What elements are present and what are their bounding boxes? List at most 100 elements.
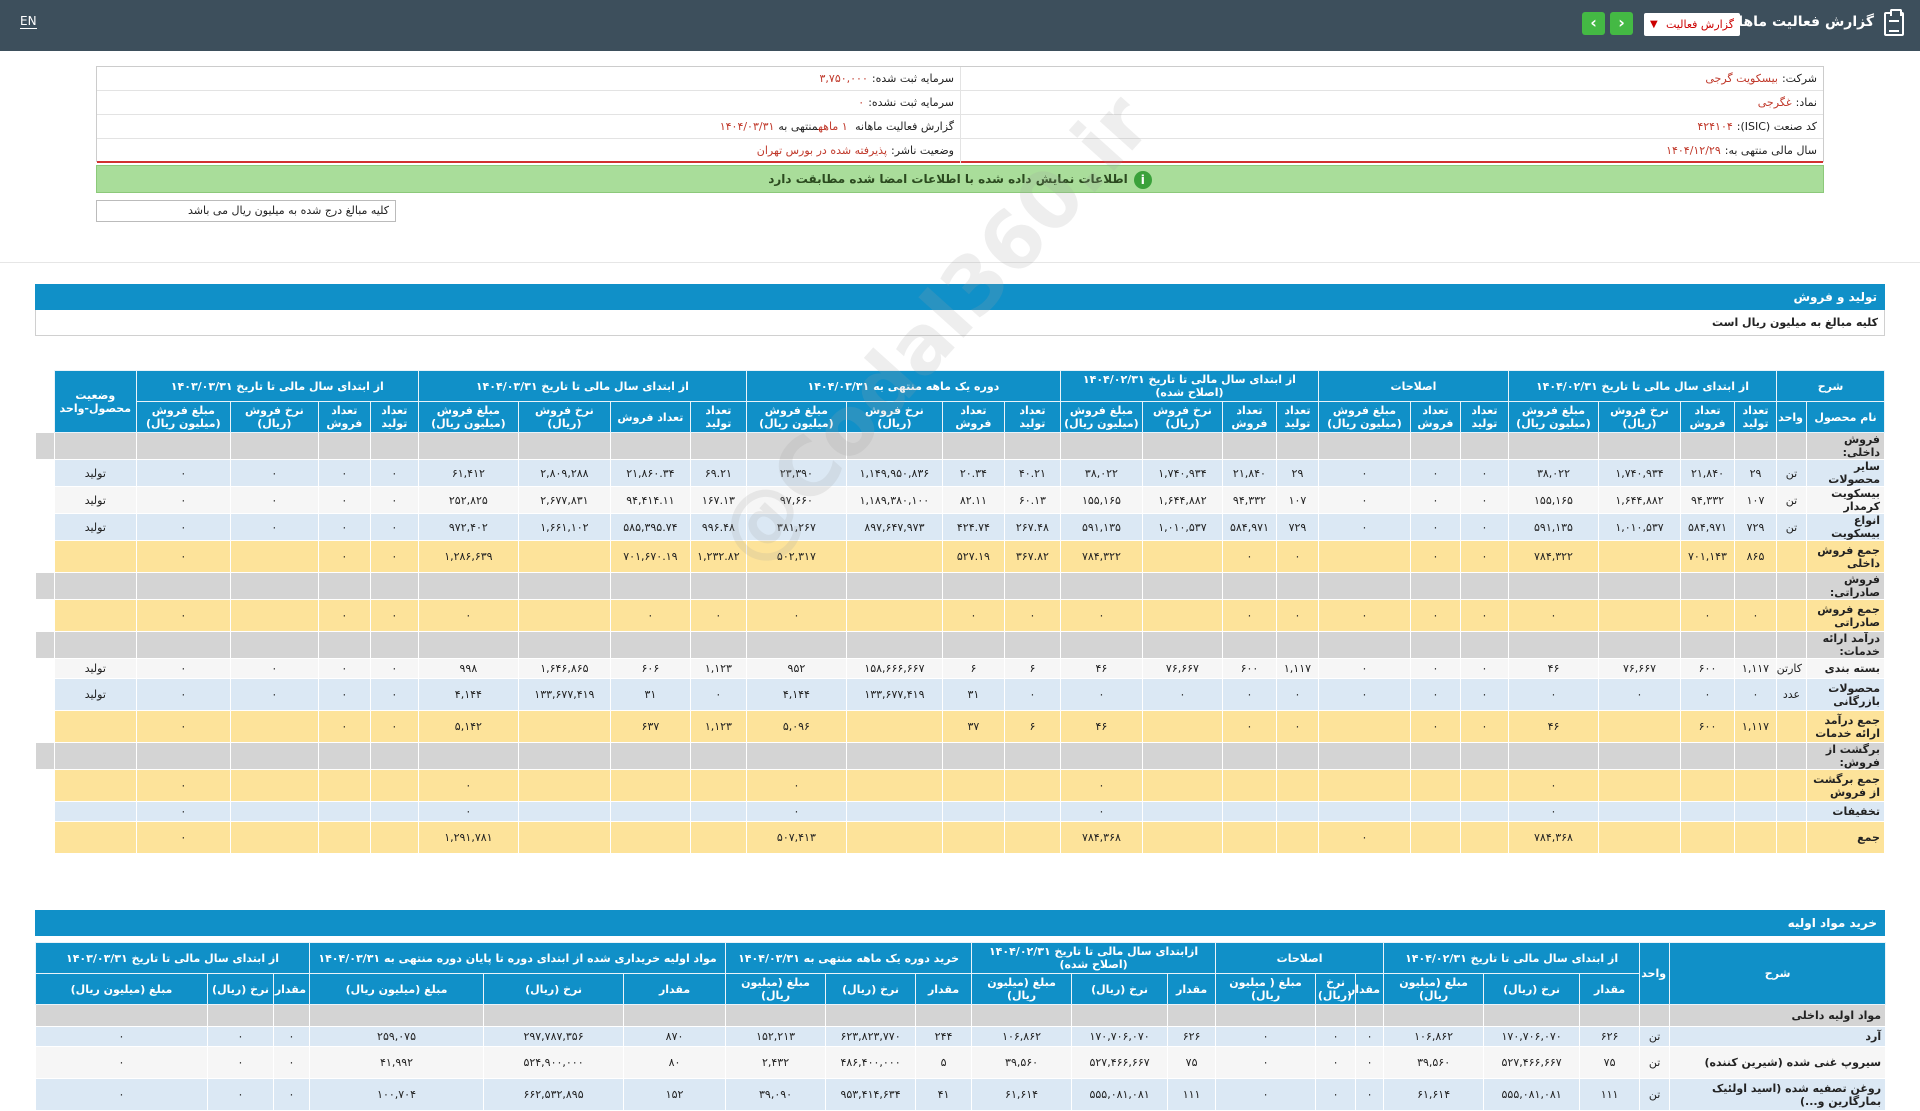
table-cell: ۰ bbox=[1215, 1026, 1317, 1047]
next-report-button[interactable]: › bbox=[1610, 12, 1633, 35]
column-group-header: خرید دوره یک ماهه منتهی به ۱۴۰۴/۰۳/۳۱ bbox=[725, 942, 973, 974]
table-cell bbox=[1317, 710, 1411, 743]
table-cell bbox=[229, 769, 319, 802]
language-toggle[interactable]: EN bbox=[20, 14, 37, 29]
table-cell bbox=[845, 710, 943, 743]
table-cell: ۰ bbox=[1507, 599, 1600, 632]
table-cell bbox=[517, 769, 611, 802]
table-cell: ۴۶ bbox=[1059, 658, 1143, 679]
table-cell bbox=[941, 572, 1005, 600]
column-group-header: از ابتدای سال مالی تا تاریخ ۱۴۰۴/۰۳/۳۱ bbox=[417, 370, 747, 402]
table-cell bbox=[1680, 742, 1735, 770]
table-cell bbox=[1221, 631, 1277, 659]
table-cell: ۵۲۷,۴۶۶,۶۶۷ bbox=[1071, 1046, 1169, 1079]
raw-materials-table: شرح واحد از ابتدای سال مالی تا تاریخ ۱۴۰… bbox=[34, 942, 1887, 1111]
previous-report-button[interactable]: ‹ bbox=[1582, 12, 1605, 35]
column-group-header: از ابتدای سال مالی تا تاریخ ۱۴۰۴/۰۲/۳۱ (… bbox=[1059, 370, 1319, 402]
table-cell bbox=[53, 540, 137, 573]
table-cell: ۱,۰۱۰,۵۳۷ bbox=[1141, 513, 1223, 541]
table-cell: ۰ bbox=[1355, 1046, 1385, 1079]
row-label: برگشت از فروش: bbox=[1806, 742, 1885, 770]
table-cell bbox=[1221, 742, 1277, 770]
table-cell bbox=[1598, 432, 1681, 460]
publisher-status-label: وضعیت ناشر: bbox=[891, 144, 954, 157]
table-cell bbox=[369, 769, 419, 802]
table-cell: ۰ bbox=[1141, 678, 1223, 711]
report-type-select[interactable]: گزارش فعالیت ▼ bbox=[1644, 13, 1740, 36]
table-cell bbox=[1598, 540, 1681, 573]
table-cell: ۰ bbox=[1409, 540, 1461, 573]
table-cell: ۰ bbox=[135, 459, 231, 487]
table-cell: ۰ bbox=[317, 658, 371, 679]
table-cell bbox=[53, 599, 137, 632]
table-cell: ۰ bbox=[1507, 769, 1600, 802]
table-cell bbox=[317, 742, 371, 770]
table-cell bbox=[1680, 801, 1735, 822]
table-cell: ۷۵ bbox=[1167, 1046, 1217, 1079]
table-cell bbox=[1317, 432, 1411, 460]
column-group-header: از ابتدای سال مالی تا تاریخ ۱۴۰۳/۰۳/۳۱ bbox=[34, 942, 311, 974]
table-cell: ۱۵۵,۱۶۵ bbox=[1059, 486, 1143, 514]
table-cell bbox=[1275, 572, 1319, 600]
info-row: نماد:غگرجی سرمایه ثبت نشده:۰ bbox=[97, 91, 1823, 115]
table-row: مواد اولیه داخلی bbox=[34, 1004, 1887, 1027]
table-cell bbox=[1507, 432, 1600, 460]
column-header: تعداد تولید bbox=[1734, 401, 1777, 433]
table-cell: ۰ bbox=[1507, 801, 1600, 822]
column-group-header: از ابتدای سال مالی تا تاریخ ۱۴۰۴/۰۲/۳۱ bbox=[1507, 370, 1778, 402]
table-cell bbox=[745, 432, 847, 460]
table-cell: ۰ bbox=[1315, 1046, 1357, 1079]
table-cell bbox=[1734, 769, 1777, 802]
chevron-left-icon: ‹ bbox=[1590, 13, 1597, 32]
table-cell: ۰ bbox=[417, 769, 519, 802]
table-cell bbox=[1459, 769, 1509, 802]
symbol-value: غگرجی bbox=[1757, 96, 1792, 109]
table-cell bbox=[1141, 769, 1223, 802]
table-cell bbox=[689, 432, 747, 460]
table-cell: ۱,۱۸۹,۳۸۰,۱۰۰ bbox=[845, 486, 943, 514]
table-row: روغن تصفیه شده (اسید اولئیک بمارگارین و.… bbox=[34, 1078, 1887, 1111]
table-cell bbox=[1598, 631, 1681, 659]
table-cell: ۰ bbox=[135, 710, 231, 743]
table-row: فروش داخلی: bbox=[35, 432, 1885, 460]
table-cell bbox=[517, 821, 611, 854]
column-header: مقدار bbox=[273, 973, 311, 1005]
table-cell: ۰ bbox=[1221, 678, 1277, 711]
table-cell bbox=[1507, 631, 1600, 659]
table-cell: ۰ bbox=[369, 658, 419, 679]
column-header: تعداد فروش bbox=[1409, 401, 1461, 433]
row-label: تخفیفات bbox=[1806, 801, 1885, 822]
row-label: سایر محصولات bbox=[1806, 459, 1885, 487]
table-cell: ۶۰۰ bbox=[1221, 658, 1277, 679]
unregistered-capital-value: ۰ bbox=[858, 96, 865, 109]
table-cell: ۶۹.۲۱ bbox=[689, 459, 747, 487]
table-cell: ۳۸,۰۲۲ bbox=[1059, 459, 1143, 487]
column-header: مبلغ ( میلیون ریال) bbox=[1215, 973, 1317, 1005]
table-cell: ۰ bbox=[1317, 821, 1411, 854]
table-cell bbox=[1459, 432, 1509, 460]
report-suffix: منتهی به bbox=[778, 120, 819, 133]
table-row: درآمد ارائه خدمات: bbox=[35, 631, 1885, 659]
column-group-header: از ابتدای سال مالی تا تاریخ ۱۴۰۳/۰۳/۳۱ bbox=[135, 370, 419, 402]
table-cell: ۰ bbox=[1459, 486, 1509, 514]
table-cell: ۱۱۱ bbox=[1579, 1078, 1641, 1111]
table-cell: تن bbox=[1639, 1046, 1671, 1079]
table-cell bbox=[1409, 432, 1461, 460]
table-cell: ۰ bbox=[317, 513, 371, 541]
table-cell bbox=[1776, 432, 1807, 460]
table-cell: ۰ bbox=[1275, 599, 1319, 632]
table-cell: ۹۴,۳۳۲ bbox=[1680, 486, 1735, 514]
table-cell: ۰ bbox=[135, 540, 231, 573]
table-cell bbox=[517, 432, 611, 460]
table-cell: ۱,۲۳۲.۸۲ bbox=[689, 540, 747, 573]
table-cell: ۱,۱۱۷ bbox=[1734, 710, 1777, 743]
column-group-header: دوره یک ماهه منتهی به ۱۴۰۴/۰۳/۳۱ bbox=[745, 370, 1061, 402]
table-cell bbox=[845, 631, 943, 659]
table-cell bbox=[1776, 742, 1807, 770]
table-cell: ۰ bbox=[207, 1078, 275, 1111]
row-label: انواع بیسکویت bbox=[1806, 513, 1885, 541]
table-cell: ۰ bbox=[229, 486, 319, 514]
table-cell: ۰ bbox=[317, 540, 371, 573]
table-cell bbox=[1315, 1004, 1357, 1027]
table-cell bbox=[1680, 572, 1735, 600]
